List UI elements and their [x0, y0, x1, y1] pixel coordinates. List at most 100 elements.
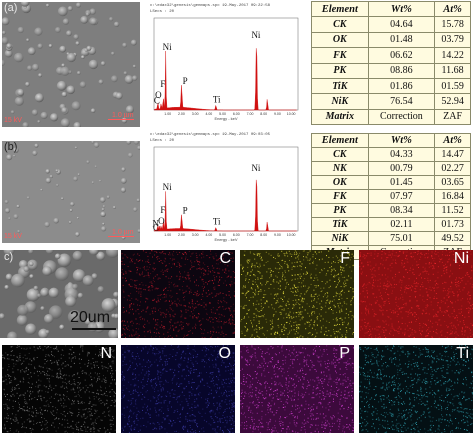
surface-nodule: [2, 59, 6, 66]
element-cell: Matrix: [311, 108, 369, 126]
table-row: NiK 75.01 49.52: [311, 231, 471, 246]
surface-nodule: [102, 222, 105, 226]
wt-cell: 08.86: [367, 62, 436, 79]
map-dots: [121, 345, 235, 433]
eds-axes: [153, 17, 299, 111]
peak-label-ni: Ni: [163, 182, 172, 192]
surface-nodule: [61, 107, 68, 113]
surface-nodule: [62, 18, 70, 25]
surface-nodule: [13, 214, 19, 219]
table-row: FK 07.97 16.84: [311, 189, 471, 204]
scalebar-label-b: 1.0 µm: [112, 229, 134, 236]
surface-nodule: [137, 229, 140, 233]
composition-table-b: Element Wt% At% CK 04.33 14.47 NK 00.79 02.27 OK 0…: [311, 133, 471, 260]
element-cell: CK: [311, 16, 369, 33]
element-cell: OK: [311, 175, 369, 190]
at-cell: 01.73: [434, 217, 471, 232]
surface-nodule: [69, 208, 73, 212]
element-cell: NK: [311, 161, 369, 176]
surface-nodule: [4, 208, 11, 214]
x-tick-label: 8.00: [260, 233, 267, 237]
element-cell: CK: [311, 147, 369, 162]
element-cell: TiK: [311, 217, 369, 232]
peak-label-f: F: [160, 79, 165, 89]
surface-nodule: [126, 141, 132, 145]
surface-nodule: [125, 105, 134, 114]
surface-nodule: [55, 27, 61, 33]
surface-nodule: [82, 275, 94, 286]
surface-nodule: [136, 198, 140, 202]
surface-nodule: [20, 2, 30, 7]
surface-nodule: [72, 250, 83, 261]
table-header-row: Element Wt% At%: [311, 133, 471, 148]
surface-nodule: [6, 154, 13, 161]
surface-nodule: [109, 17, 114, 22]
surface-nodule: [73, 122, 81, 127]
eds-plot-b: 1.00 2.00 3.00 4.00 5.00 6.00 7.00 8.00 9.00 10.0…: [152, 146, 299, 242]
surface-nodule: [113, 291, 118, 298]
surface-nodule: [40, 288, 49, 297]
surface-nodule: [2, 37, 9, 45]
wt-cell: 06.62: [367, 47, 436, 64]
surface-nodule: [70, 201, 75, 207]
surface-nodule: [57, 253, 72, 268]
table-row: OK 01.48 03.79: [311, 31, 471, 49]
surface-nodule: [59, 324, 65, 330]
x-tick-label: 7.00: [247, 112, 254, 116]
surface-nodule: [66, 85, 75, 95]
wt-cell: 01.86: [367, 77, 436, 95]
surface-nodule: [94, 165, 98, 168]
surface-nodule: [3, 250, 15, 256]
x-tick-label: 3.00: [192, 112, 199, 116]
x-tick-label: 10.00: [287, 112, 296, 116]
surface-nodule: [100, 211, 106, 217]
sem-image-a: [2, 2, 140, 127]
table-row: OK 01.45 03.65: [311, 175, 471, 190]
wt-cell: 76.54: [367, 93, 436, 110]
surface-nodule: [60, 118, 70, 127]
surface-nodule: [91, 181, 95, 184]
surface-nodule: [4, 285, 9, 290]
surface-nodule: [93, 142, 100, 148]
surface-nodule: [4, 49, 13, 58]
at-cell: 11.52: [434, 203, 471, 218]
surface-nodule: [28, 261, 34, 267]
peak-label-ni: Ni: [163, 42, 172, 52]
surface-nodule: [34, 93, 44, 103]
map-dots: [121, 250, 235, 338]
surface-nodule: [72, 283, 79, 290]
x-tick-label: 4.00: [205, 112, 212, 116]
surface-nodule: [121, 167, 126, 172]
surface-nodule: [89, 17, 97, 26]
surface-nodule: [61, 63, 65, 68]
surface-nodule: [120, 177, 127, 184]
scalebar-a: [108, 119, 134, 120]
element-map-o: O: [121, 345, 235, 433]
surface-nodule: [56, 183, 59, 187]
surface-nodule: [10, 110, 15, 114]
surface-nodule: [56, 80, 67, 91]
sem-image-b: [2, 141, 140, 243]
column-header: Wt%: [367, 133, 436, 148]
wt-cell: 00.79: [367, 161, 436, 176]
peak-label-ti: Ti: [213, 217, 221, 227]
element-cell: FK: [311, 47, 369, 64]
element-map-n: N: [2, 345, 116, 433]
surface-nodule: [108, 328, 118, 338]
surface-nodule: [90, 108, 96, 113]
wt-cell: 02.11: [367, 217, 436, 232]
surface-nodule: [17, 304, 29, 316]
surface-nodule: [120, 187, 126, 193]
x-tick-label: 2.00: [178, 233, 185, 237]
table-row: CK 04.33 14.47: [311, 147, 471, 162]
surface-nodule: [11, 273, 25, 288]
surface-nodule: [112, 205, 116, 209]
at-cell: 03.79: [434, 31, 471, 49]
scalebar-label-a: 1.0 µm: [112, 112, 134, 119]
surface-nodule: [49, 305, 63, 319]
surface-nodule: [100, 61, 106, 66]
surface-nodule: [99, 197, 106, 203]
surface-nodule: [49, 174, 53, 179]
surface-nodule: [55, 169, 59, 172]
at-cell: 16.84: [434, 189, 471, 204]
